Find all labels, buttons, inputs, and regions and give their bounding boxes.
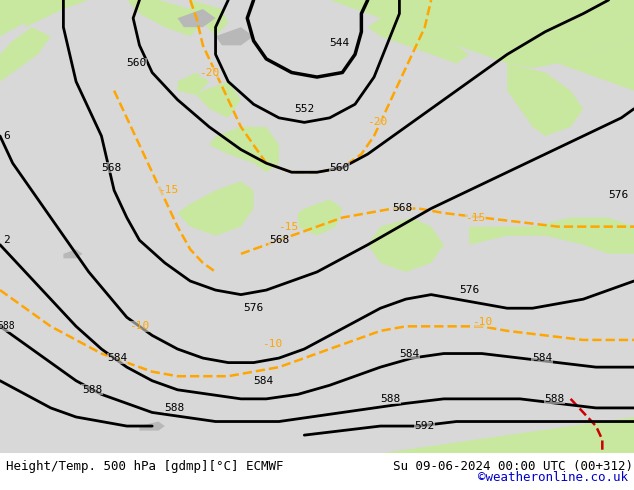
Text: 588: 588: [545, 394, 565, 404]
Polygon shape: [178, 73, 209, 95]
Polygon shape: [25, 0, 89, 27]
Polygon shape: [380, 417, 634, 453]
Text: 584: 584: [107, 353, 127, 363]
Text: -15: -15: [465, 213, 486, 222]
Polygon shape: [209, 127, 279, 172]
Polygon shape: [368, 218, 444, 272]
Text: 560: 560: [126, 58, 146, 69]
Text: -15: -15: [158, 185, 178, 196]
Polygon shape: [507, 64, 583, 136]
Text: ©weatheronline.co.uk: ©weatheronline.co.uk: [477, 471, 628, 485]
Text: 584: 584: [532, 353, 552, 363]
Text: 584: 584: [253, 376, 273, 386]
Text: 588: 588: [82, 385, 102, 395]
Text: -10: -10: [262, 340, 283, 349]
Text: -20: -20: [367, 118, 387, 127]
Polygon shape: [190, 0, 228, 36]
Text: 568: 568: [269, 235, 289, 245]
Text: 560: 560: [329, 163, 349, 172]
Polygon shape: [558, 36, 634, 91]
Text: -15: -15: [278, 221, 299, 232]
Text: 576: 576: [243, 303, 264, 313]
Polygon shape: [0, 0, 63, 36]
Polygon shape: [368, 18, 469, 64]
Polygon shape: [139, 421, 165, 431]
Text: -10: -10: [129, 321, 150, 331]
Text: 552: 552: [294, 104, 314, 114]
Polygon shape: [216, 27, 254, 46]
Text: 544: 544: [329, 38, 349, 48]
Text: Su 09-06-2024 00:00 UTC (00+312): Su 09-06-2024 00:00 UTC (00+312): [393, 460, 633, 473]
Text: 584: 584: [399, 348, 419, 359]
Text: 592: 592: [415, 421, 435, 431]
Polygon shape: [0, 27, 51, 82]
Polygon shape: [63, 249, 82, 258]
Text: 568: 568: [101, 163, 121, 172]
Polygon shape: [298, 199, 342, 236]
Text: 588: 588: [164, 403, 184, 413]
Polygon shape: [469, 218, 634, 254]
Polygon shape: [178, 9, 216, 27]
Text: 588: 588: [380, 394, 400, 404]
Polygon shape: [178, 181, 254, 236]
Text: 576: 576: [459, 285, 479, 295]
Text: -10: -10: [472, 317, 492, 327]
Text: 568: 568: [392, 203, 413, 214]
Polygon shape: [197, 82, 241, 118]
Polygon shape: [127, 0, 203, 36]
Text: 588: 588: [0, 321, 15, 331]
Text: 6: 6: [3, 131, 10, 141]
Polygon shape: [330, 0, 634, 68]
Text: Height/Temp. 500 hPa [gdmp][°C] ECMWF: Height/Temp. 500 hPa [gdmp][°C] ECMWF: [6, 460, 284, 473]
Text: 576: 576: [608, 190, 628, 200]
Text: -20: -20: [199, 68, 219, 77]
Text: 2: 2: [3, 235, 10, 245]
